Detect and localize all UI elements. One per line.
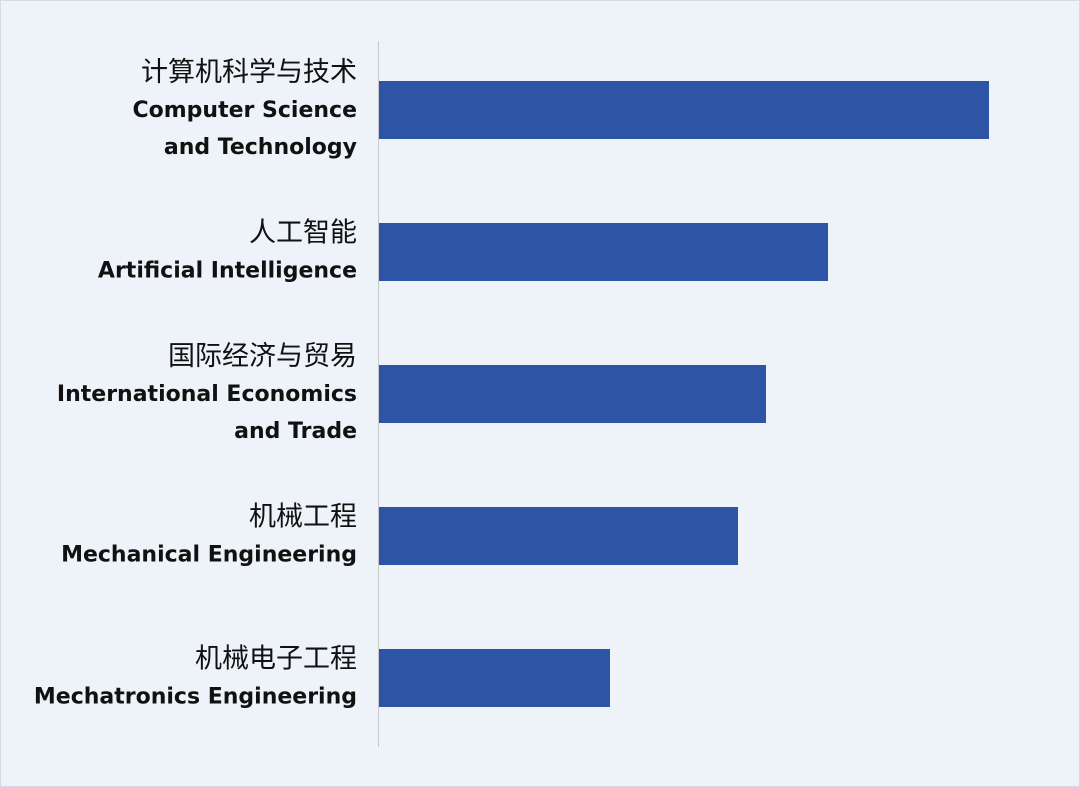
label-chinese: 计算机科学与技术 (141, 57, 357, 88)
label-english: Computer Science (132, 98, 357, 123)
label-english: Mechanical Engineering (61, 542, 357, 568)
category-label: 人工智能 Artificial Intelligence (1, 215, 357, 290)
category-label: 机械工程 Mechanical Engineering (1, 499, 357, 574)
category-label: 机械电子工程 Mechatronics Engineering (1, 641, 357, 716)
label-chinese: 机械电子工程 (195, 643, 357, 675)
category-label: 计算机科学与技术 Computer Science and Technology (1, 54, 357, 166)
label-chinese: 国际经济与贸易 (168, 341, 357, 372)
bar (379, 223, 828, 281)
label-english: International Economics (56, 382, 357, 407)
bar (379, 649, 610, 707)
label-english: Artificial Intelligence (97, 258, 357, 284)
label-english: and Technology (163, 135, 357, 160)
label-chinese: 机械工程 (249, 501, 357, 533)
category-label: 国际经济与贸易 International Economics and Trade (1, 338, 357, 450)
bar (379, 81, 989, 139)
bar (379, 507, 738, 565)
axis-line (378, 41, 379, 747)
label-english: Mechatronics Engineering (33, 684, 357, 710)
label-chinese: 人工智能 (249, 217, 357, 249)
bar (379, 365, 766, 423)
label-english: and Trade (234, 419, 357, 444)
